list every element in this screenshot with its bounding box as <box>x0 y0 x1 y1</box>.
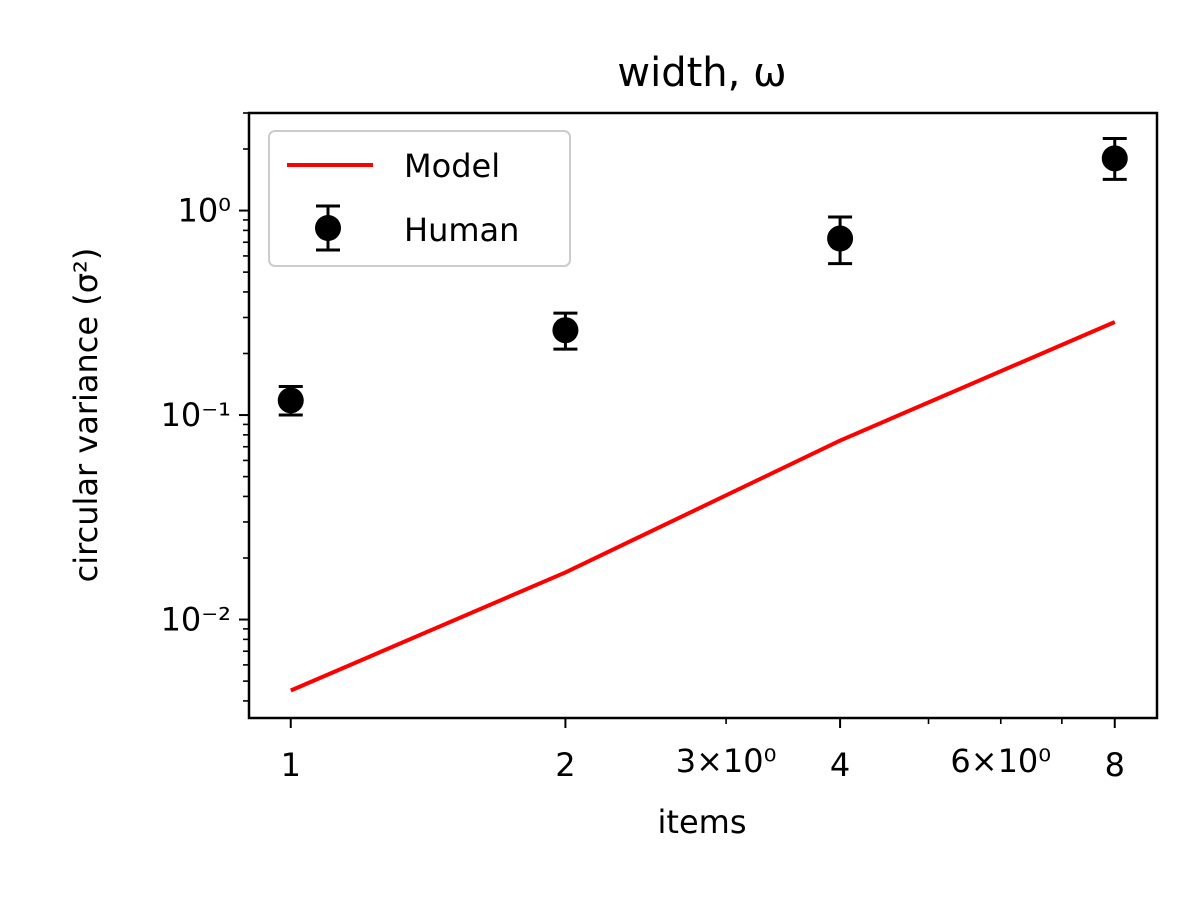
y-tick-label: 10⁻¹ <box>161 396 231 434</box>
x-tick-label: 3×10⁰ <box>676 742 777 780</box>
model-line <box>290 320 1116 693</box>
y-axis: 10⁻² 10⁻¹ 10⁰ <box>161 112 249 702</box>
x-tick-label: 1 <box>281 746 301 784</box>
x-tick-label: 2 <box>555 746 575 784</box>
human-point <box>552 317 579 344</box>
y-axis-label: circular variance (σ²) <box>67 248 105 583</box>
legend-human-marker <box>315 204 341 252</box>
y-tick-label: 10⁻² <box>161 601 231 639</box>
x-tick-label: 6×10⁰ <box>950 742 1051 780</box>
x-axis-label: items <box>658 803 747 841</box>
legend-model-label: Model <box>404 147 500 185</box>
human-point <box>1101 145 1128 172</box>
x-tick-label: 8 <box>1105 746 1125 784</box>
chart-title: width, ω <box>617 50 786 96</box>
human-point <box>827 225 854 252</box>
legend-human-label: Human <box>404 211 519 249</box>
legend-human-dot <box>315 215 341 241</box>
legend: Model Human <box>268 130 571 267</box>
plot-area <box>247 111 1159 720</box>
x-axis: 1 2 4 8 3×10⁰ 6×10⁰ <box>281 718 1125 784</box>
y-tick-label: 10⁰ <box>177 192 231 230</box>
human-point <box>277 387 304 414</box>
x-tick-label: 4 <box>830 746 850 784</box>
